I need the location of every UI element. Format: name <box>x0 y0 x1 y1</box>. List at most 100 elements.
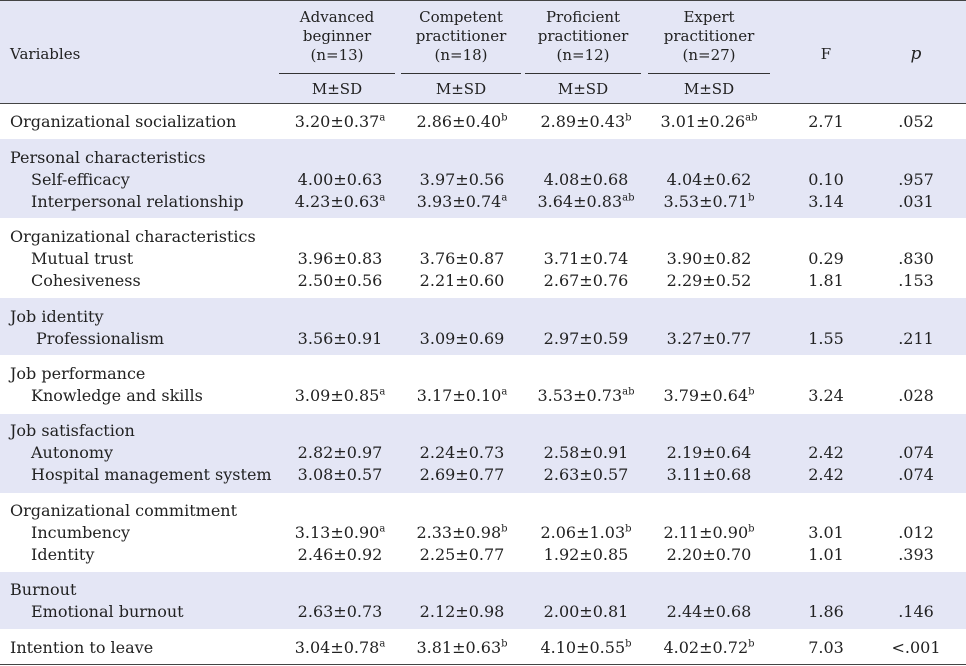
cell-advanced: 4.00±0.63 <box>297 170 383 189</box>
header-group-proficient: Proficient practitioner (n=12) <box>537 8 629 64</box>
row-label: Organizational socialization <box>10 112 237 131</box>
group-band <box>0 414 966 493</box>
cell-p: .393 <box>898 545 934 564</box>
row-label: Hospital management system <box>31 465 272 484</box>
table-row: Hospital management system 3.08±0.57 2.6… <box>0 464 966 486</box>
cell-expert: 2.29±0.52 <box>666 271 752 290</box>
header-group-expert: Expert practitioner (n=27) <box>663 8 755 64</box>
cell-expert: 3.27±0.77 <box>666 329 752 348</box>
cell-advanced: 3.20±0.37a <box>294 112 386 131</box>
cell-proficient: 2.00±0.81 <box>543 602 629 621</box>
cell-f: 0.10 <box>808 170 844 189</box>
cell-f: 2.42 <box>808 443 844 462</box>
row-label: Emotional burnout <box>31 602 184 621</box>
group-heading-row: Personal characteristics <box>0 147 966 169</box>
row-label: Intention to leave <box>10 638 154 657</box>
cell-proficient: 3.53±0.73ab <box>537 386 635 405</box>
cell-p: .153 <box>898 271 934 290</box>
cell-f: 3.14 <box>808 192 844 211</box>
table-bottom-rule <box>0 664 966 665</box>
cell-f: 1.01 <box>808 545 844 564</box>
cell-advanced: 3.56±0.91 <box>297 329 383 348</box>
table-row: Autonomy 2.82±0.97 2.24±0.73 2.58±0.91 2… <box>0 442 966 464</box>
cell-f: 1.55 <box>808 329 844 348</box>
cell-competent: 3.93±0.74a <box>416 192 508 211</box>
cell-competent: 2.25±0.77 <box>419 545 505 564</box>
cell-proficient: 4.10±0.55b <box>540 638 632 657</box>
cell-advanced: 3.04±0.78a <box>294 638 386 657</box>
cell-proficient: 2.97±0.59 <box>543 329 629 348</box>
cell-competent: 2.33±0.98b <box>416 523 508 542</box>
group-heading-row: Burnout <box>0 579 966 601</box>
group-heading-row: Organizational commitment <box>0 500 966 522</box>
header-group-competent: Competent practitioner (n=18) <box>415 8 507 64</box>
group-heading: Job satisfaction <box>10 421 135 440</box>
group-heading: Job identity <box>10 307 104 326</box>
cell-proficient: 1.92±0.85 <box>543 545 629 564</box>
cell-p: .074 <box>898 465 934 484</box>
cell-proficient: 2.58±0.91 <box>543 443 629 462</box>
header-rule <box>648 73 770 74</box>
row-label: Cohesiveness <box>31 271 141 290</box>
row-label: Autonomy <box>31 443 114 462</box>
cell-proficient: 4.08±0.68 <box>543 170 629 189</box>
cell-f: 2.71 <box>808 112 844 131</box>
cell-p: .146 <box>898 602 934 621</box>
table-row: Emotional burnout 2.63±0.73 2.12±0.98 2.… <box>0 601 966 623</box>
cell-expert: 3.53±0.71b <box>663 192 755 211</box>
cell-advanced: 2.82±0.97 <box>297 443 383 462</box>
cell-competent: 3.97±0.56 <box>419 170 505 189</box>
cell-p: .957 <box>898 170 934 189</box>
cell-proficient: 3.64±0.83ab <box>537 192 635 211</box>
cell-expert: 3.90±0.82 <box>666 249 752 268</box>
cell-competent: 2.21±0.60 <box>419 271 505 290</box>
cell-f: 7.03 <box>808 638 844 657</box>
cell-expert: 3.01±0.26ab <box>660 112 758 131</box>
table-row: Self-efficacy 4.00±0.63 3.97±0.56 4.08±0… <box>0 169 966 191</box>
cell-expert: 4.04±0.62 <box>666 170 752 189</box>
group-heading: Organizational characteristics <box>10 227 256 246</box>
cell-competent: 3.81±0.63b <box>416 638 508 657</box>
cell-advanced: 2.63±0.73 <box>297 602 383 621</box>
row-label: Incumbency <box>31 523 131 542</box>
header-rule <box>401 73 521 74</box>
cell-competent: 2.12±0.98 <box>419 602 505 621</box>
cell-advanced: 3.13±0.90a <box>294 523 386 542</box>
table-row: Interpersonal relationship 4.23±0.63a 3.… <box>0 191 966 213</box>
cell-p: .031 <box>898 192 934 211</box>
group-band <box>0 572 966 629</box>
cell-p: <.001 <box>891 638 941 657</box>
cell-p: .211 <box>898 329 934 348</box>
cell-advanced: 2.46±0.92 <box>297 545 383 564</box>
cell-expert: 2.19±0.64 <box>666 443 752 462</box>
table-row: Professionalism 3.56±0.91 3.09±0.69 2.97… <box>0 328 966 350</box>
cell-expert: 3.79±0.64b <box>663 386 755 405</box>
cell-competent: 2.86±0.40b <box>416 112 508 131</box>
cell-f: 1.86 <box>808 602 844 621</box>
row-label: Self-efficacy <box>31 170 130 189</box>
header-p: p <box>910 44 922 64</box>
group-heading: Personal characteristics <box>10 148 206 167</box>
cell-competent: 3.17±0.10a <box>416 386 508 405</box>
row-label: Mutual trust <box>31 249 134 268</box>
cell-p: .028 <box>898 386 934 405</box>
cell-f: 2.42 <box>808 465 844 484</box>
cell-p: .052 <box>898 112 934 131</box>
cell-competent: 3.76±0.87 <box>419 249 505 268</box>
table-row: Knowledge and skills 3.09±0.85a 3.17±0.1… <box>0 385 966 407</box>
table-row: Mutual trust 3.96±0.83 3.76±0.87 3.71±0.… <box>0 248 966 270</box>
cell-competent: 3.09±0.69 <box>419 329 505 348</box>
row-label: Knowledge and skills <box>31 386 203 405</box>
cell-p: .012 <box>898 523 934 542</box>
cell-advanced: 3.96±0.83 <box>297 249 383 268</box>
group-heading: Organizational commitment <box>10 501 238 520</box>
cell-proficient: 2.89±0.43b <box>540 112 632 131</box>
table-row: Identity 2.46±0.92 2.25±0.77 1.92±0.85 2… <box>0 544 966 566</box>
cell-p: .830 <box>898 249 934 268</box>
cell-p: .074 <box>898 443 934 462</box>
group-heading-row: Organizational characteristics <box>0 226 966 248</box>
cell-f: 3.01 <box>808 523 844 542</box>
header-msd: M±SD <box>435 80 487 98</box>
table-row: Organizational socialization 3.20±0.37a … <box>0 111 966 133</box>
